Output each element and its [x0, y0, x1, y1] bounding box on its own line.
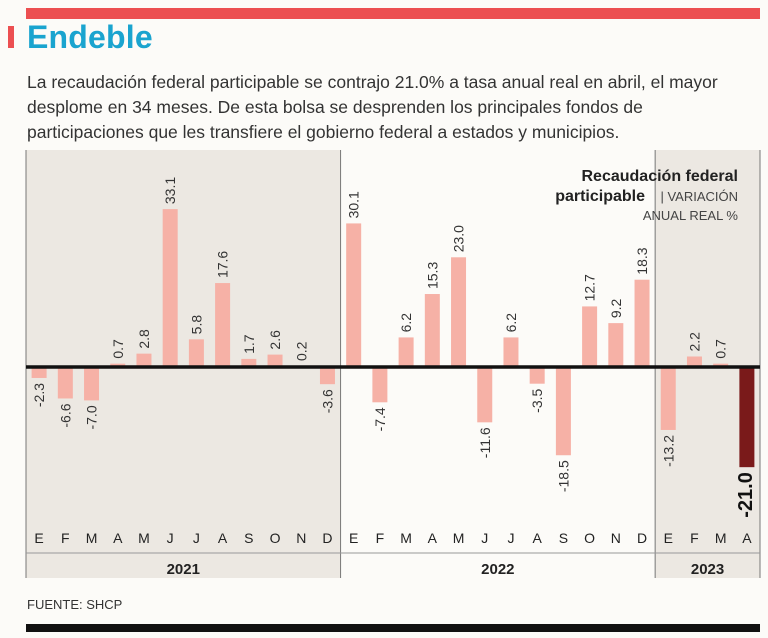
page-title: Endeble: [27, 19, 153, 55]
year-shade-2021: [26, 150, 341, 578]
bottom-rule: [26, 624, 760, 632]
bar-18: [503, 337, 519, 367]
data-label-20: -18.5: [555, 460, 571, 492]
source-note: FUENTE: SHCP: [27, 597, 123, 612]
month-label-19: A: [533, 530, 543, 546]
month-label-16: M: [453, 530, 465, 546]
bar-20: [555, 367, 571, 456]
month-label-23: D: [637, 530, 647, 546]
data-label-15: 15.3: [424, 262, 440, 289]
data-label-24: -13.2: [660, 435, 676, 467]
month-label-0: E: [34, 530, 43, 546]
month-label-27: A: [742, 530, 752, 546]
year-label-2022: 2022: [481, 561, 514, 578]
data-label-2: -7.0: [84, 405, 100, 429]
data-label-10: 0.2: [293, 341, 309, 361]
bar-9: [267, 354, 283, 367]
bar-17: [477, 367, 493, 423]
data-label-9: 2.6: [267, 330, 283, 350]
month-label-15: A: [428, 530, 438, 546]
title-accent-mark: [8, 26, 14, 48]
bar-16: [451, 257, 467, 367]
data-label-17: -11.6: [477, 427, 493, 458]
data-label-18: 6.2: [503, 313, 519, 333]
data-label-8: 1.7: [241, 334, 257, 354]
month-label-10: N: [296, 530, 306, 546]
bar-6: [188, 339, 204, 367]
month-label-2: M: [86, 530, 98, 546]
data-label-26: 0.7: [713, 339, 729, 359]
month-label-5: J: [167, 530, 174, 546]
data-label-12: 30.1: [346, 191, 362, 218]
data-label-22: 9.2: [608, 298, 624, 318]
intro-paragraph: La recaudación federal participable se c…: [27, 72, 718, 142]
year-label-2021: 2021: [167, 561, 200, 578]
bar-15: [424, 294, 440, 367]
bar-12: [346, 223, 362, 367]
month-label-20: S: [559, 530, 568, 546]
data-label-13: -7.4: [372, 407, 388, 431]
data-label-11: -3.6: [319, 389, 335, 413]
chart-subtitle-line-2: ANUAL REAL %: [643, 208, 739, 223]
bar-1: [57, 367, 73, 399]
data-label-7: 17.6: [215, 251, 231, 278]
month-label-22: N: [611, 530, 621, 546]
month-label-1: F: [61, 530, 70, 546]
bar-25: [686, 356, 702, 367]
data-label-14: 6.2: [398, 313, 414, 333]
month-label-13: F: [376, 530, 385, 546]
data-label-19: -3.5: [529, 388, 545, 412]
month-label-26: M: [715, 530, 727, 546]
bar-7: [215, 283, 231, 367]
month-label-11: D: [322, 530, 332, 546]
data-label-27: -21.0: [735, 472, 757, 518]
month-label-7: A: [218, 530, 228, 546]
month-label-3: A: [113, 530, 123, 546]
bar-19: [529, 367, 545, 384]
month-label-14: M: [400, 530, 412, 546]
data-label-5: 33.1: [162, 177, 178, 204]
bar-22: [608, 323, 624, 367]
bar-14: [398, 337, 414, 367]
data-label-23: 18.3: [634, 247, 650, 274]
year-shade-2023: [655, 150, 760, 578]
chart-subtitle-line-1: | VARIACIÓN: [660, 189, 738, 204]
top-accent-bar: [26, 8, 760, 19]
month-label-8: S: [244, 530, 253, 546]
bar-23: [634, 279, 650, 367]
month-label-6: J: [193, 530, 200, 546]
month-label-24: E: [664, 530, 673, 546]
month-label-9: O: [270, 530, 281, 546]
bar-13: [372, 367, 388, 403]
data-label-21: 12.7: [582, 274, 598, 301]
bar-21: [582, 306, 598, 367]
chart-title: Recaudación federal participable: [555, 168, 738, 205]
bar-8: [241, 358, 257, 367]
bar-5: [162, 209, 178, 367]
month-label-17: J: [481, 530, 488, 546]
month-label-25: F: [690, 530, 699, 546]
data-label-1: -6.6: [57, 403, 73, 427]
data-label-25: 2.2: [686, 332, 702, 352]
month-label-12: E: [349, 530, 358, 546]
bar-4: [136, 353, 152, 367]
bar-27: [739, 367, 755, 468]
month-label-18: J: [507, 530, 514, 546]
month-label-21: O: [584, 530, 595, 546]
month-label-4: M: [138, 530, 150, 546]
bar-11: [319, 367, 335, 385]
data-label-3: 0.7: [110, 339, 126, 359]
bar-2: [84, 367, 100, 401]
year-label-2023: 2023: [691, 561, 724, 578]
bar-24: [660, 367, 676, 430]
data-label-0: -2.3: [31, 383, 47, 407]
data-label-6: 5.8: [188, 315, 204, 335]
data-label-16: 23.0: [451, 225, 467, 252]
data-label-4: 2.8: [136, 329, 152, 349]
bar-0: [31, 367, 47, 378]
